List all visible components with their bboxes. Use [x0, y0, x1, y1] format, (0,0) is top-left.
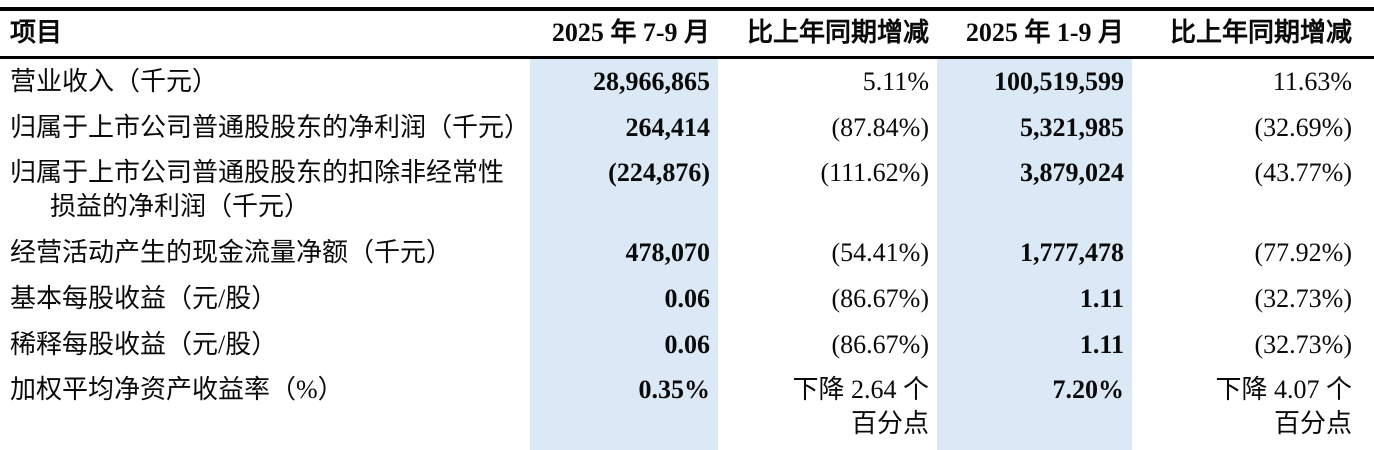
value-q3-yoy-change: 5.11%	[862, 66, 929, 96]
value-ytd-yoy-change: 下降 4.07 个 百分点	[1215, 375, 1352, 439]
column-header-q3-change: 比上年同期增减	[718, 9, 937, 59]
table-row: 基本每股收益（元/股） 0.06 (86.67%) 1.11 (32.73%)	[0, 275, 1374, 322]
table-row: 稀释每股收益（元/股） 0.06 (86.67%) 1.11 (32.73%)	[0, 321, 1374, 368]
financial-summary-table: 项目 2025 年 7-9 月 比上年同期增减 2025 年 1-9 月 比上年…	[0, 7, 1374, 450]
item-label: 加权平均净资产收益率（%）	[10, 375, 344, 405]
column-header-ytd-period: 2025 年 1-9 月	[937, 9, 1132, 59]
value-ytd-2025: 7.20%	[937, 367, 1132, 450]
value-q3-2025: (224,876)	[530, 150, 718, 230]
value-q3-yoy-change: (86.67%)	[831, 283, 929, 313]
item-label: 稀释每股收益（元/股）	[10, 329, 278, 359]
item-label: 经营活动产生的现金流量净额（千元）	[10, 237, 453, 267]
item-label: 基本每股收益（元/股）	[10, 283, 278, 313]
table-row: 营业收入（千元） 28,966,865 5.11% 100,519,599 11…	[0, 57, 1374, 105]
column-header-q3-period: 2025 年 7-9 月	[530, 9, 718, 59]
table-row: 经营活动产生的现金流量净额（千元） 478,070 (54.41%) 1,777…	[0, 229, 1374, 276]
value-ytd-yoy-change: (32.73%)	[1254, 283, 1352, 313]
value-q3-2025: 264,414	[530, 104, 718, 151]
value-ytd-2025: 5,321,985	[937, 104, 1132, 151]
value-ytd-2025: 1.11	[937, 275, 1132, 322]
table-row: 归属于上市公司普通股股东的净利润（千元） 264,414 (87.84%) 5,…	[0, 104, 1374, 151]
value-q3-2025: 0.06	[530, 275, 718, 322]
value-q3-2025: 478,070	[530, 229, 718, 276]
value-ytd-yoy-change: 11.63%	[1272, 66, 1352, 96]
value-ytd-2025: 100,519,599	[937, 57, 1132, 105]
column-header-ytd-change: 比上年同期增减	[1132, 9, 1374, 59]
value-q3-yoy-change: (111.62%)	[820, 158, 929, 188]
value-ytd-2025: 1.11	[937, 321, 1132, 368]
value-q3-yoy-change: 下降 2.64 个 百分点	[792, 375, 929, 439]
value-ytd-2025: 1,777,478	[937, 229, 1132, 276]
table-header: 项目 2025 年 7-9 月 比上年同期增减 2025 年 1-9 月 比上年…	[0, 9, 1374, 59]
table-body: 营业收入（千元） 28,966,865 5.11% 100,519,599 11…	[0, 57, 1374, 450]
value-q3-2025: 0.35%	[530, 367, 718, 450]
header-row: 项目 2025 年 7-9 月 比上年同期增减 2025 年 1-9 月 比上年…	[0, 9, 1374, 59]
value-q3-yoy-change: (54.41%)	[831, 237, 929, 267]
value-q3-yoy-change: (86.67%)	[831, 329, 929, 359]
item-label: 归属于上市公司普通股股东的扣除非经常性 损益的净利润（千元）	[10, 158, 505, 222]
table-row: 归属于上市公司普通股股东的扣除非经常性 损益的净利润（千元） (224,876)…	[0, 150, 1374, 230]
value-ytd-yoy-change: (32.69%)	[1254, 112, 1352, 142]
value-q3-2025: 0.06	[530, 321, 718, 368]
value-q3-yoy-change: (87.84%)	[831, 112, 929, 142]
value-ytd-yoy-change: (77.92%)	[1254, 237, 1352, 267]
item-label: 营业收入（千元）	[10, 66, 219, 96]
value-ytd-yoy-change: (43.77%)	[1254, 158, 1352, 188]
value-ytd-yoy-change: (32.73%)	[1254, 329, 1352, 359]
table-row: 加权平均净资产收益率（%） 0.35% 下降 2.64 个 百分点 7.20% …	[0, 367, 1374, 450]
value-ytd-2025: 3,879,024	[937, 150, 1132, 230]
column-header-item: 项目	[0, 9, 530, 59]
value-q3-2025: 28,966,865	[530, 57, 718, 105]
item-label: 归属于上市公司普通股股东的净利润（千元）	[10, 112, 531, 142]
